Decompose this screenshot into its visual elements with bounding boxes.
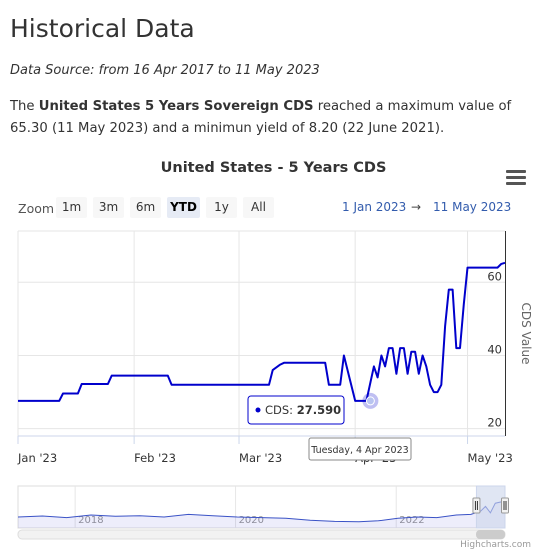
chart-menu-icon[interactable]: [506, 170, 526, 186]
range-from-input[interactable]: 1 Jan 2023: [342, 200, 407, 214]
series-line-cds[interactable]: [18, 261, 506, 402]
tooltip-date-label: Tuesday, 4 Apr 2023: [310, 445, 408, 456]
data-source-line: Data Source: from 16 Apr 2017 to 11 May …: [10, 63, 320, 78]
zoom-button-1y[interactable]: 1y: [206, 197, 237, 218]
y-tick-label: 40: [487, 342, 502, 356]
chart-title: United States - 5 Years CDS: [160, 160, 387, 176]
y-tick-label: 60: [487, 269, 502, 283]
tooltip-value-text: CDS: 27.590: [265, 403, 341, 417]
range-arrow: →: [411, 200, 422, 214]
y-axis-title: CDS Value: [519, 302, 533, 364]
navigator-selection[interactable]: [475, 485, 506, 529]
navigator-handle-right[interactable]: [501, 497, 509, 514]
zoom-button-1m[interactable]: 1m: [56, 197, 87, 218]
zoom-button-all[interactable]: All: [243, 197, 274, 218]
page-title: Historical Data: [10, 14, 195, 43]
credits-link[interactable]: Highcharts.com: [460, 540, 531, 550]
zoom-label: Zoom: [18, 201, 55, 216]
scrollbar-track[interactable]: [17, 529, 506, 540]
scrollbar-thumb[interactable]: [476, 530, 505, 539]
hover-point[interactable]: [365, 396, 375, 406]
navigator-tick-label: 2020: [239, 515, 264, 526]
navigator-tick-label: 2018: [78, 515, 103, 526]
summary-subject: United States 5 Years Sovereign CDS: [38, 99, 314, 114]
tooltip-date-box: [308, 437, 412, 461]
zoom-button-3m[interactable]: 3m: [93, 197, 124, 218]
summary-text: The United States 5 Years Sovereign CDS …: [10, 99, 512, 136]
zoom-button-6m[interactable]: 6m: [130, 197, 161, 218]
navigator-area: [18, 501, 505, 528]
tooltip-series-dot: [255, 407, 261, 413]
x-tick-label: Feb '23: [134, 451, 176, 465]
zoom-button-ytd[interactable]: YTD: [167, 197, 200, 218]
y-tick-label: 20: [487, 416, 502, 430]
tooltip-box: [247, 395, 345, 425]
x-tick-label: May '23: [468, 451, 513, 465]
x-tick-label: Jan '23: [17, 451, 57, 465]
navigator-tick-label: 2022: [399, 515, 424, 526]
x-tick-label: Mar '23: [239, 451, 282, 465]
range-to-input[interactable]: 11 May 2023: [433, 200, 512, 214]
navigator-handle-left[interactable]: [472, 497, 481, 514]
